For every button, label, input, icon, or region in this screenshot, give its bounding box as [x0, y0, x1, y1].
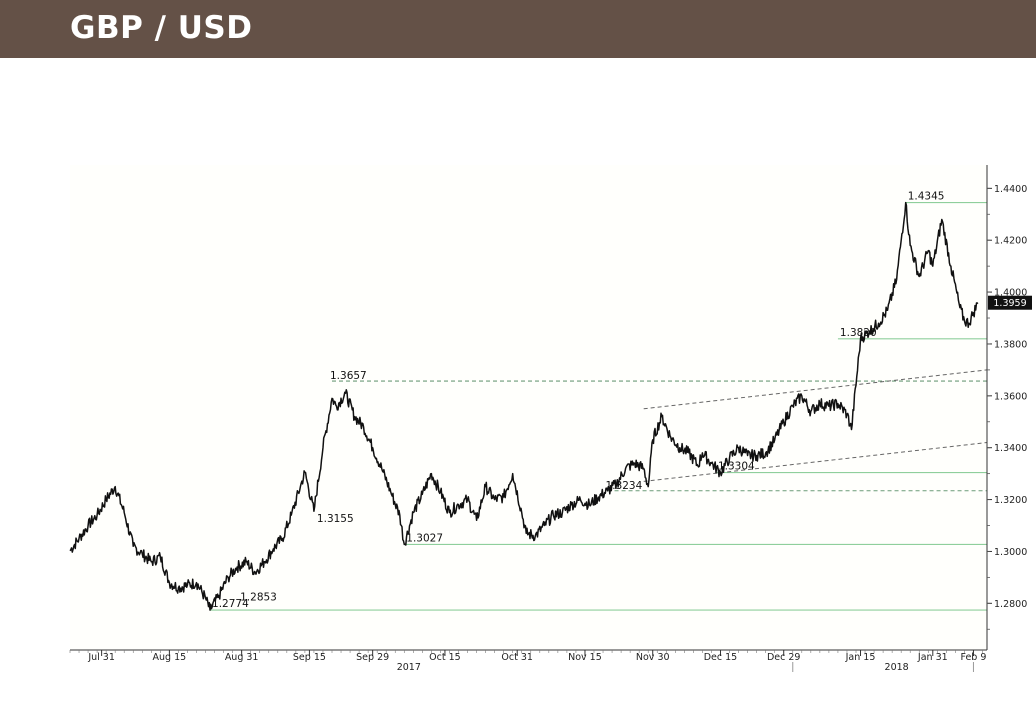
x-tick-label: Sep 15	[293, 652, 326, 663]
x-tick-label: Aug 15	[153, 652, 187, 663]
chart-title: GBP / USD	[70, 10, 253, 46]
plot-background	[70, 165, 987, 650]
last-value-label: 1.3959	[993, 298, 1026, 309]
level-label: 1.3234	[606, 480, 643, 492]
trend-lines	[643, 369, 988, 482]
trend-line	[643, 369, 988, 410]
y-tick-label: 1.3000	[994, 547, 1027, 558]
x-tick-label: Jul 31	[87, 652, 115, 663]
level-label: 1.4345	[908, 191, 945, 203]
y-tick-label: 1.4000	[994, 288, 1027, 299]
level-label: 1.3657	[330, 370, 367, 382]
point-label: 1.3155	[317, 513, 354, 525]
y-tick-label: 1.4400	[994, 184, 1027, 195]
x-tick-label: Dec 15	[704, 652, 738, 663]
x-tick-label: Nov 30	[636, 652, 670, 663]
y-tick-label: 1.4200	[994, 236, 1027, 247]
horizontal-lines	[210, 202, 987, 611]
point-label: 1.2853	[240, 592, 277, 604]
x-tick-label: Jan 31	[917, 652, 948, 663]
y-tick-label: 1.3800	[994, 339, 1027, 350]
x-tick-label: Oct 31	[501, 652, 533, 663]
x-tick-label: Oct 15	[429, 652, 461, 663]
y-tick-label: 1.3400	[994, 443, 1027, 454]
y-axis: 1.2800 1.3000 1.3200 1.3400 1.3600 1.3800 1.40…	[986, 165, 1032, 650]
trend-line	[643, 442, 988, 482]
year-label: 2018	[885, 662, 909, 673]
level-label: 1.2774	[212, 598, 249, 610]
level-label: 1.3304	[718, 461, 755, 473]
level-label: 1.3027	[406, 532, 443, 544]
level-label: 1.3820	[840, 327, 877, 339]
price-line	[69, 201, 979, 611]
header-bar: GBP / USD	[0, 0, 1036, 58]
x-tick-label: Sep 29	[356, 652, 389, 663]
y-tick-label: 1.3600	[994, 391, 1027, 402]
y-tick-label: 1.3200	[994, 495, 1027, 506]
y-tick-label: 1.2800	[994, 599, 1027, 610]
x-tick-label: Nov 15	[568, 652, 602, 663]
x-tick-label: Dec 29	[767, 652, 801, 663]
year-label: 2017	[397, 662, 421, 673]
last-value-flag	[988, 295, 1032, 310]
annotations: 1.4345 1.3820 1.3657 1.3304 1.3234 1.3027 1.27…	[212, 191, 944, 610]
price-series	[69, 201, 979, 611]
x-tick-label: Aug 31	[225, 652, 259, 663]
x-tick-label: Jan 15	[845, 652, 876, 663]
x-tick-label: Feb 9	[961, 652, 987, 663]
x-axis: Jul 31 Aug 15 Aug 31 Sep 15 Sep 29 Oct 15 Oct …	[69, 649, 987, 673]
